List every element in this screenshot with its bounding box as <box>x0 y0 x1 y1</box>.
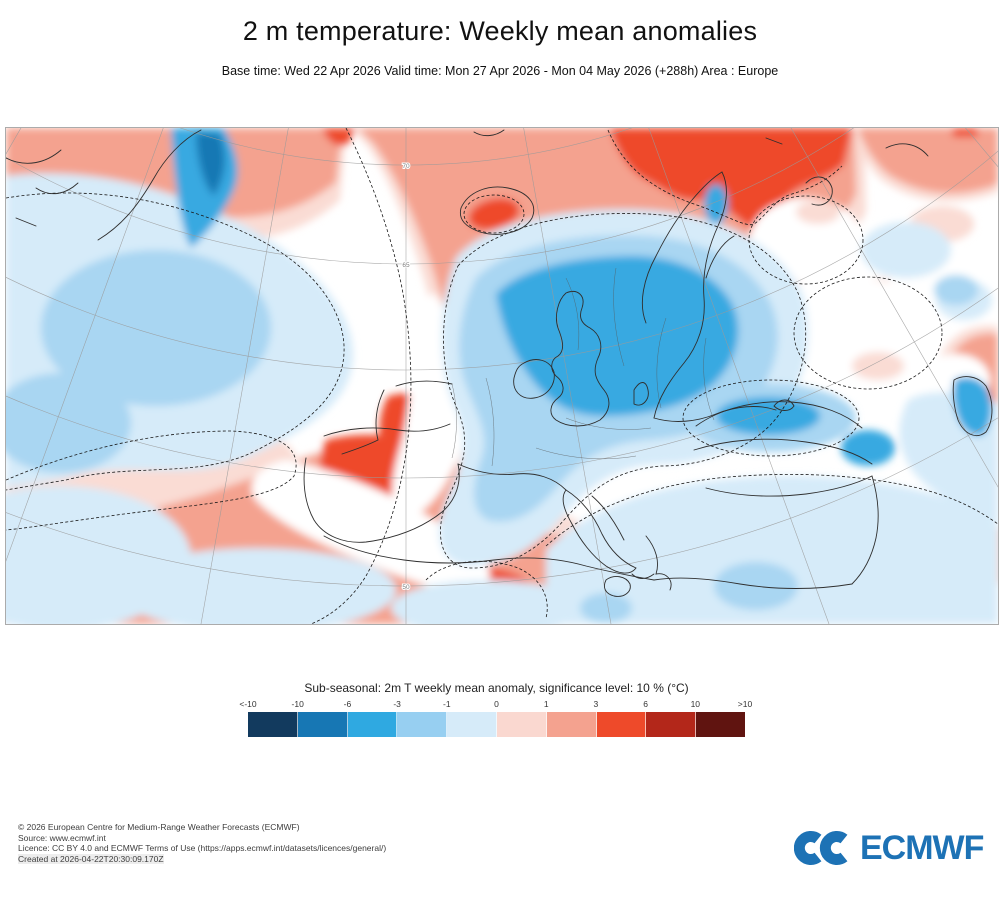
colorbar-tick-label: <-10 <box>239 699 257 709</box>
colorbar-tick-label: 3 <box>593 699 599 709</box>
significance-contours <box>6 128 998 624</box>
footer-line: Source: www.ecmwf.int <box>18 832 106 843</box>
colorbar-segment <box>596 712 647 737</box>
graticule-labels: 70 65 50 <box>401 162 411 592</box>
colorbar-tick-label: 10 <box>690 699 701 709</box>
colorbar-segment <box>447 712 497 737</box>
ecmwf-logo-text: ECMWF <box>860 828 984 867</box>
page-subtitle: Base time: Wed 22 Apr 2026 Valid time: M… <box>221 64 779 78</box>
colorbar-tick-label: >10 <box>737 699 753 709</box>
graticule-latitude-label: 70 <box>402 163 410 170</box>
footer-attribution: © 2026 European Centre for Medium-Range … <box>18 822 386 864</box>
coastlines <box>6 129 993 597</box>
colorbar-tick-label: 1 <box>543 699 549 709</box>
colorbar-segment <box>248 712 298 737</box>
ecmwf-logo: ECMWF <box>794 826 984 870</box>
colorbar-tick-label: 6 <box>643 699 648 709</box>
colorbar-segment <box>297 712 348 737</box>
footer-line: Licence: CC BY 4.0 and ECMWF Terms of Us… <box>18 843 387 853</box>
colorbar-tick-label: -6 <box>343 699 352 709</box>
page-title: 2 m temperature: Weekly mean anomalies <box>242 16 758 46</box>
colorbar-ticks: <-10 -10 -6 -3 -1 0 1 3 6 10 >10 <box>239 699 752 710</box>
colorbar-segment <box>397 712 448 737</box>
colorbar-tick-label: -1 <box>443 699 451 709</box>
colorbar <box>248 712 745 737</box>
colorbar-segment <box>646 712 697 737</box>
graticule-latitude-label: 50 <box>402 584 410 591</box>
legend-title: Sub-seasonal: 2m T weekly mean anomaly, … <box>304 681 689 695</box>
colorbar-tick-label: 0 <box>494 699 499 709</box>
colorbar-segment <box>347 712 398 737</box>
footer-line: © 2026 European Centre for Medium-Range … <box>18 822 300 832</box>
colorbar-tick-label: -10 <box>291 699 304 709</box>
footer-line: Created at 2026-04-22T20:30:09.170Z <box>18 853 164 864</box>
map-anomaly-field <box>6 128 998 624</box>
colorbar-segment <box>546 712 597 737</box>
colorbar-tick-label: -3 <box>393 699 401 709</box>
colorbar-segment <box>496 712 547 737</box>
graticule-latitude-label: 65 <box>402 262 410 269</box>
anomaly-map: 70 65 50 <box>5 127 999 625</box>
graticule <box>6 128 998 624</box>
ecmwf-logo-icon <box>794 831 848 865</box>
colorbar-segment <box>696 712 745 737</box>
